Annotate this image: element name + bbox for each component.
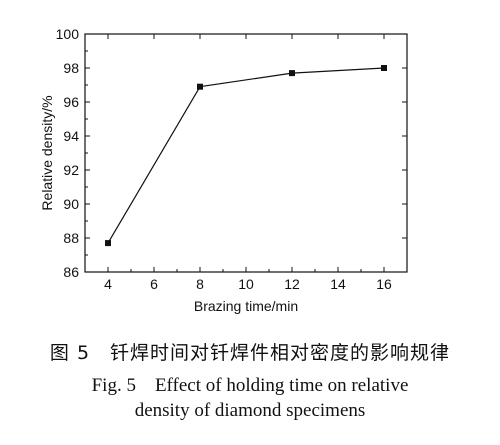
y-tick-label: 98 [63,60,79,76]
y-tick-label: 88 [63,230,79,246]
data-point-marker [289,70,295,77]
figure-caption-english-line2: density of diamond specimens [134,400,366,421]
x-tick-label: 12 [284,276,300,292]
figure-caption-english-line1: Fig. 5 Effect of holding time on relativ… [91,375,409,396]
x-tick-label: 8 [196,276,204,292]
x-tick-label: 4 [104,276,112,292]
y-tick-label: 96 [63,94,79,110]
data-point-marker [197,83,203,90]
figure-caption-chinese: 图 5 钎焊时间对钎焊件相对密度的影响规律 [49,342,451,364]
y-tick-label: 94 [63,128,79,144]
series-line [107,67,385,244]
x-tick-label: 6 [150,276,158,292]
x-tick-label: 14 [330,276,346,292]
data-point-marker [105,240,111,247]
axes-ticks [85,33,407,273]
data-point-marker [381,65,387,71]
series-group [105,65,387,247]
x-tick-label: 10 [238,276,254,292]
y-tick-label: 92 [63,162,79,178]
axes-tick-labels: 4 6 8 10 12 14 16 86 88 90 92 94 96 98 100 [56,26,392,292]
y-tick-label: 100 [56,26,80,42]
y-axis-label: Relative density/% [39,95,55,210]
y-tick-label: 86 [63,264,79,280]
x-tick-label: 16 [376,276,392,292]
y-tick-label: 90 [63,196,79,212]
x-axis-label: Brazing time/min [194,298,298,314]
